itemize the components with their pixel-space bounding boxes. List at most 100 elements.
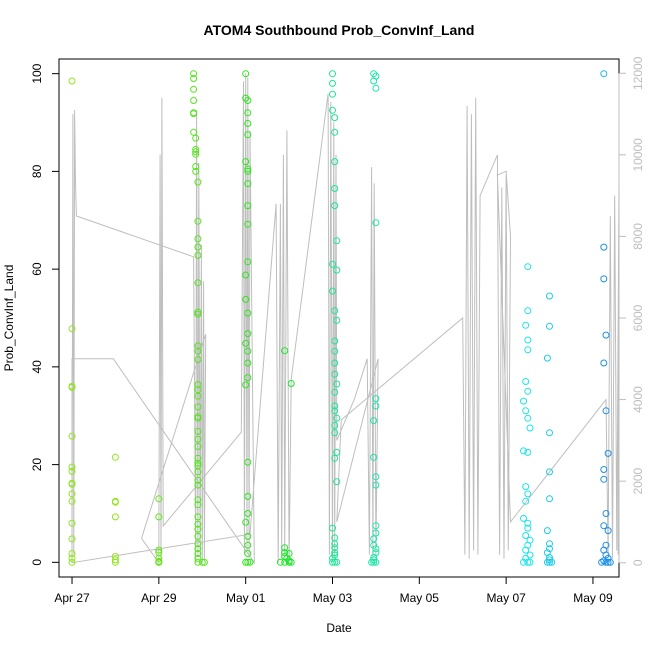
x-axis-label: Date [326, 621, 352, 635]
data-point-s8-p12 [543, 558, 551, 566]
data-point-s2-p6 [190, 128, 198, 136]
data-point-s2-p16 [194, 243, 202, 251]
data-point-s2-p19 [194, 308, 202, 316]
data-point-s2-p32 [194, 443, 202, 450]
data-point-s2-p12 [192, 167, 200, 175]
right-y-axis: 0 2000 4000 6000 8000 10000 12000 [618, 56, 645, 566]
y-tick-label-4: 80 [30, 164, 44, 178]
data-point-s10-p13 [602, 551, 610, 559]
data-point-s2-p26 [194, 392, 202, 400]
right-y-tick-label-5: 10000 [631, 138, 645, 172]
data-point-s5-p38 [333, 558, 341, 566]
data-point-s1-p1 [155, 513, 163, 521]
data-point-s6-p12 [372, 529, 380, 537]
data-point-s3-p12 [244, 258, 252, 266]
y-tick-label-2: 40 [30, 360, 44, 374]
data-point-s7-p12 [524, 448, 532, 456]
data-point-s7-p18 [524, 524, 532, 532]
data-point-s2-p40 [194, 501, 202, 509]
data-point-s2-p23 [194, 356, 202, 363]
data-point-s2-p38 [194, 481, 202, 489]
data-point-s6-p15 [372, 545, 380, 553]
x-tick-label-3: May 03 [313, 591, 353, 605]
data-point-s0-p0 [68, 77, 76, 85]
data-point-s10-p6 [600, 466, 608, 473]
data-point-s5-p33 [331, 549, 339, 557]
data-point-s7-p14 [524, 490, 532, 498]
data-point-s7-p5 [522, 378, 530, 385]
data-point-s5-p13 [331, 307, 339, 315]
data-point-s4-p2 [281, 544, 289, 552]
data-point-s6-p4 [372, 219, 380, 227]
data-point-s0-p11 [68, 519, 76, 527]
data-point-s8-p2 [543, 354, 551, 362]
data-point-s1-p0 [155, 495, 163, 503]
data-point-s5-p3 [329, 106, 336, 114]
data-point-s3-p24 [244, 510, 252, 517]
data-point-s2-p36 [194, 468, 202, 476]
data-point-s8-p5 [546, 495, 553, 503]
data-point-s5-p4 [331, 114, 339, 122]
y-tick-label-0: 0 [30, 559, 44, 566]
data-point-s5-p6 [331, 158, 339, 166]
data-point-s10-p7 [600, 475, 608, 483]
data-point-s3-p19 [244, 359, 252, 367]
secondary-series-layer [71, 73, 620, 565]
data-point-s10-p2 [602, 331, 610, 339]
data-point-s7-p22 [522, 546, 530, 554]
data-point-s1-p8 [155, 558, 163, 566]
data-point-s5-p21 [331, 402, 339, 410]
data-point-s5-p8 [331, 202, 339, 210]
x-tick-label-1: Apr 29 [141, 591, 177, 605]
y-tick-label-1: 20 [30, 458, 44, 472]
data-point-s0-p12 [68, 535, 76, 543]
data-point-s3-p6 [242, 158, 250, 166]
data-point-s6-p19 [368, 558, 376, 566]
data-point-s4-p1 [287, 380, 295, 387]
data-point-s3-p23 [244, 492, 252, 500]
data-point-s10-p9 [600, 522, 608, 530]
data-point-s3-p2 [244, 97, 252, 104]
data-point-s2-p45 [194, 540, 202, 548]
data-point-s5-p36 [329, 558, 336, 566]
data-point-s5-p14 [333, 316, 341, 324]
data-point-s7-p10 [526, 424, 534, 432]
data-point-s6-p6 [372, 402, 380, 410]
data-point-s2-p1 [190, 75, 198, 82]
data-point-s5-p5 [331, 128, 339, 136]
x-tick-label-5: May 07 [486, 591, 526, 605]
data-point-s2-p43 [194, 525, 202, 533]
data-point-s0-p10 [68, 497, 76, 505]
data-point-s8-p6 [543, 527, 551, 535]
data-point-s2-p29 [194, 414, 202, 422]
data-point-s3-p3 [244, 109, 252, 117]
data-point-s5-p15 [331, 337, 339, 345]
data-point-s8-p4 [546, 468, 553, 476]
data-point-s5-p0 [329, 70, 336, 78]
data-point-s6-p5 [372, 395, 380, 403]
data-point-s2-p5 [190, 110, 198, 118]
data-point-s2-p41 [194, 513, 202, 521]
data-point-s7-p13 [522, 483, 530, 491]
data-point-s6-p20 [370, 558, 378, 566]
right-y-tick-label-0: 0 [631, 559, 645, 566]
data-point-s3-p28 [244, 550, 252, 557]
data-point-s10-p10 [604, 527, 612, 535]
data-point-s2-p14 [194, 217, 202, 225]
data-point-s2-p46 [194, 545, 202, 553]
data-point-s2-p42 [194, 520, 202, 528]
data-point-s3-p21 [242, 381, 250, 389]
data-point-s5-p1 [329, 79, 336, 87]
data-point-s2-p11 [192, 163, 200, 170]
data-point-s5-p16 [331, 347, 339, 355]
data-point-s0-p16 [111, 453, 119, 461]
data-point-s7-p23 [526, 551, 534, 559]
data-point-s5-p27 [331, 454, 339, 462]
data-point-s3-p7 [244, 165, 252, 173]
data-point-s7-p0 [524, 263, 532, 271]
data-point-s6-p10 [372, 481, 380, 489]
data-point-s6-p7 [370, 417, 378, 425]
x-tick-label-2: May 01 [226, 591, 266, 605]
data-point-s2-p10 [192, 150, 200, 158]
